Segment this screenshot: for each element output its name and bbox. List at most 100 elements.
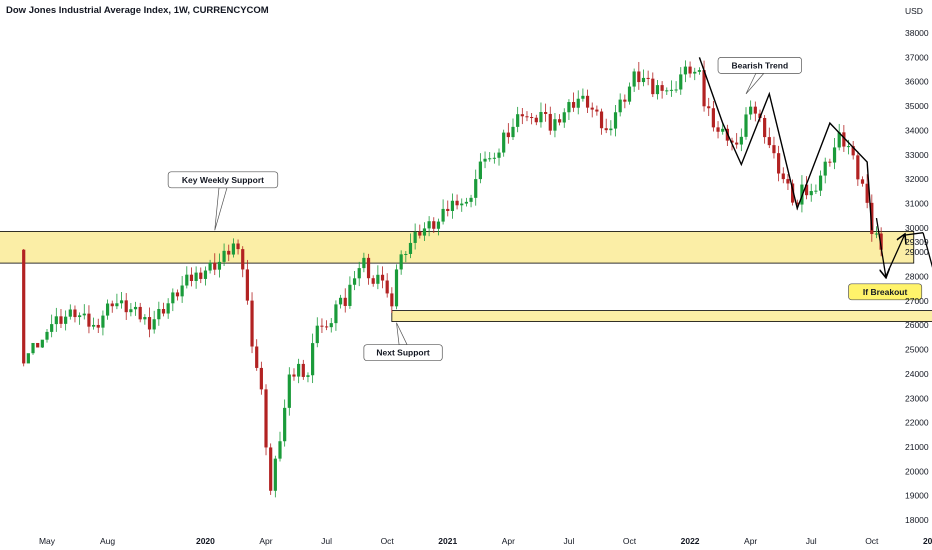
- candle-body: [45, 331, 49, 340]
- candle-body: [199, 272, 203, 279]
- candle-body: [133, 306, 138, 310]
- candle-body: [404, 253, 408, 255]
- candle-body: [781, 173, 785, 180]
- next-support-callout-text: Next Support: [376, 348, 430, 358]
- candle-body: [823, 161, 827, 176]
- candle-body: [716, 127, 720, 132]
- candle-body: [50, 324, 54, 332]
- next-support-callout-pointer: [396, 322, 408, 346]
- candle-body: [753, 106, 757, 114]
- candle-body: [22, 249, 26, 364]
- candle-body: [693, 71, 697, 74]
- candle-body: [571, 102, 576, 108]
- candle-body: [222, 250, 226, 262]
- candle-body: [777, 153, 781, 174]
- candle-body: [311, 343, 315, 376]
- candle-body: [203, 270, 208, 279]
- candle-body: [553, 119, 557, 131]
- candle-body: [870, 202, 874, 235]
- candle-body: [54, 316, 58, 325]
- y-tick-label: 33000: [905, 150, 929, 160]
- x-tick-label: 2022: [681, 536, 700, 546]
- candle-body: [245, 269, 249, 301]
- candle-body: [772, 145, 776, 154]
- candle-body: [408, 242, 413, 254]
- candle-body: [264, 389, 268, 448]
- candle-body: [129, 309, 133, 313]
- axis-currency-label: USD: [905, 6, 923, 16]
- candle-body: [82, 313, 86, 316]
- y-tick-label: 28000: [905, 272, 929, 282]
- candle-body: [702, 70, 706, 107]
- candle-body: [394, 269, 399, 307]
- y-tick-label: 23000: [905, 393, 929, 403]
- if-breakout-callout-box: [848, 283, 923, 301]
- candle-body: [427, 221, 431, 229]
- candle-body: [814, 190, 818, 192]
- y-tick-label: 25000: [905, 345, 929, 355]
- y-tick-label: 21000: [905, 442, 929, 452]
- candle-body: [739, 136, 743, 145]
- candle-body: [492, 157, 496, 159]
- candle-body: [147, 317, 152, 330]
- candle-body: [744, 114, 748, 137]
- candle-body: [767, 137, 771, 146]
- candle-body: [357, 268, 361, 279]
- projection-arrow-next-support: [922, 232, 932, 268]
- candle-body: [273, 458, 277, 491]
- candle-body: [846, 146, 851, 148]
- y-tick-label: 32000: [905, 174, 929, 184]
- candle-body: [418, 231, 422, 236]
- candle-body: [157, 309, 161, 320]
- candle-body: [329, 323, 333, 328]
- candle-body: [92, 324, 96, 327]
- candle-body: [399, 254, 403, 270]
- y-tick-label: 26000: [905, 320, 929, 330]
- candle-body: [26, 353, 30, 364]
- candle-body: [660, 85, 664, 91]
- candle-body: [334, 304, 338, 324]
- candle-body: [194, 272, 198, 282]
- candle-body: [879, 233, 883, 250]
- candle-body: [143, 317, 147, 320]
- candle-body: [175, 292, 180, 297]
- x-tick-label: Aug: [100, 536, 115, 546]
- y-tick-label: 27000: [905, 296, 929, 306]
- candle-body: [380, 274, 385, 281]
- y-tick-label: 30000: [905, 223, 929, 233]
- candle-body: [860, 179, 865, 184]
- projection-arrow-drop: [875, 217, 885, 276]
- candle-body: [455, 200, 459, 206]
- candle-body: [432, 221, 436, 229]
- candle-body: [31, 342, 35, 354]
- candle-body: [655, 85, 660, 95]
- candle-body: [520, 114, 524, 117]
- candle-body: [171, 292, 175, 304]
- candle-body: [641, 77, 646, 83]
- candle-body: [865, 183, 869, 203]
- candle-body: [362, 257, 366, 269]
- candle-body: [613, 112, 618, 129]
- candle-body: [110, 303, 114, 307]
- candle-body: [78, 315, 82, 318]
- x-tick-label: Apr: [502, 536, 515, 546]
- y-tick-label: 37000: [905, 52, 929, 62]
- candle-body: [320, 325, 324, 327]
- candle-body: [502, 132, 506, 153]
- candle-body: [632, 71, 636, 87]
- candle-body: [325, 326, 329, 328]
- y-tick-label: 20000: [905, 466, 929, 476]
- candle-body: [101, 315, 105, 328]
- candle-body: [795, 202, 799, 205]
- candle-body: [646, 77, 650, 79]
- candle-body: [809, 191, 813, 196]
- candle-body: [96, 324, 100, 328]
- candle-body: [124, 300, 128, 313]
- candle-body: [441, 208, 445, 222]
- bearish-zigzag-drawing: [698, 57, 873, 231]
- bearish-trend-callout-box: [717, 56, 802, 74]
- x-tick-label: Apr: [744, 536, 757, 546]
- candle-body: [385, 280, 389, 294]
